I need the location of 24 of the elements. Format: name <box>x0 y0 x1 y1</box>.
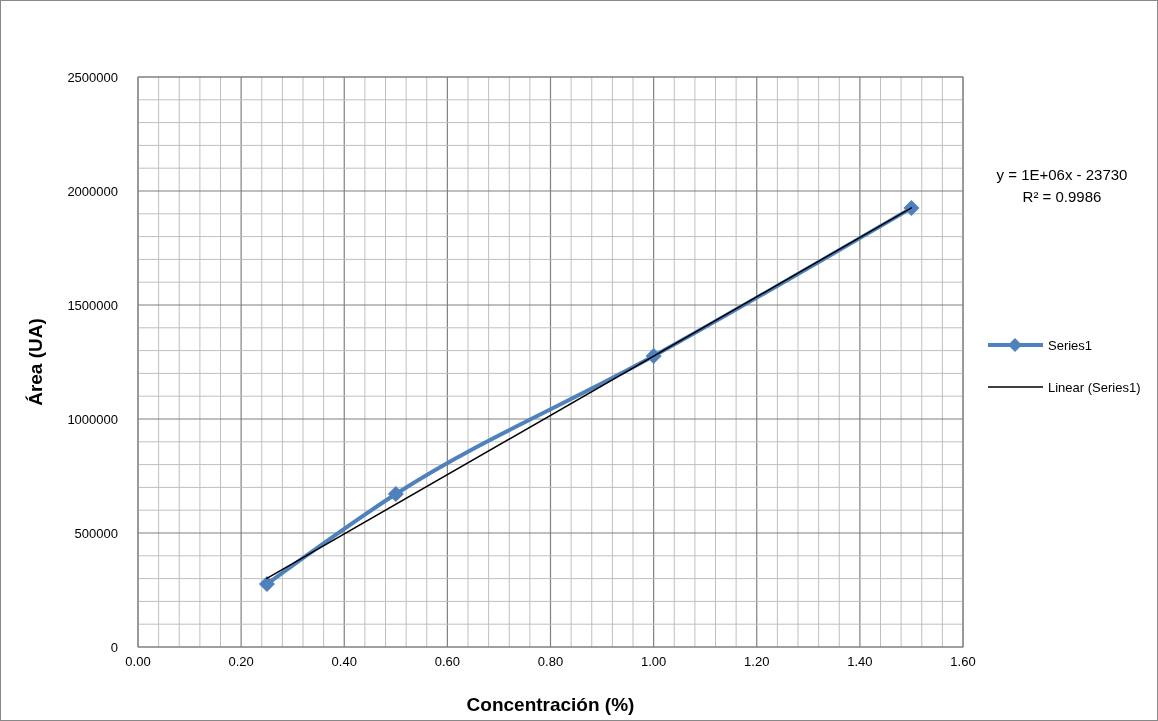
x-tick-label: 0.20 <box>228 654 254 669</box>
y-tick-label: 2500000 <box>67 69 118 85</box>
legend-label: Series1 <box>1048 337 1093 353</box>
legend-label: Linear (Series1) <box>1048 379 1141 395</box>
y-tick-label: 1000000 <box>67 411 118 427</box>
x-tick-label: 0.80 <box>537 654 564 669</box>
x-tick-label: 1.60 <box>950 654 976 669</box>
x-tick-label: 0.60 <box>434 654 461 669</box>
x-axis-title: Concentración (%) <box>466 694 635 715</box>
y-tick-label: 500000 <box>74 525 118 541</box>
y-tick-label: 2000000 <box>67 183 118 199</box>
text: R² = 0.9986 <box>1022 188 1102 205</box>
y-axis-title: Área (UA) <box>25 318 46 406</box>
point <box>903 200 920 217</box>
y-tick-label: 0 <box>110 639 118 655</box>
x-tick-label: 1.00 <box>640 654 667 669</box>
x-tick-label: 1.40 <box>847 654 873 669</box>
y-tick-label: 1500000 <box>67 297 118 313</box>
x-tick-label: 0.00 <box>125 654 151 669</box>
point <box>387 486 404 503</box>
x-tick-label: 0.40 <box>331 654 357 669</box>
point <box>258 576 275 593</box>
x-tick-label: 1.20 <box>744 654 770 669</box>
text: y = 1E+06x - 23730 <box>996 166 1128 183</box>
